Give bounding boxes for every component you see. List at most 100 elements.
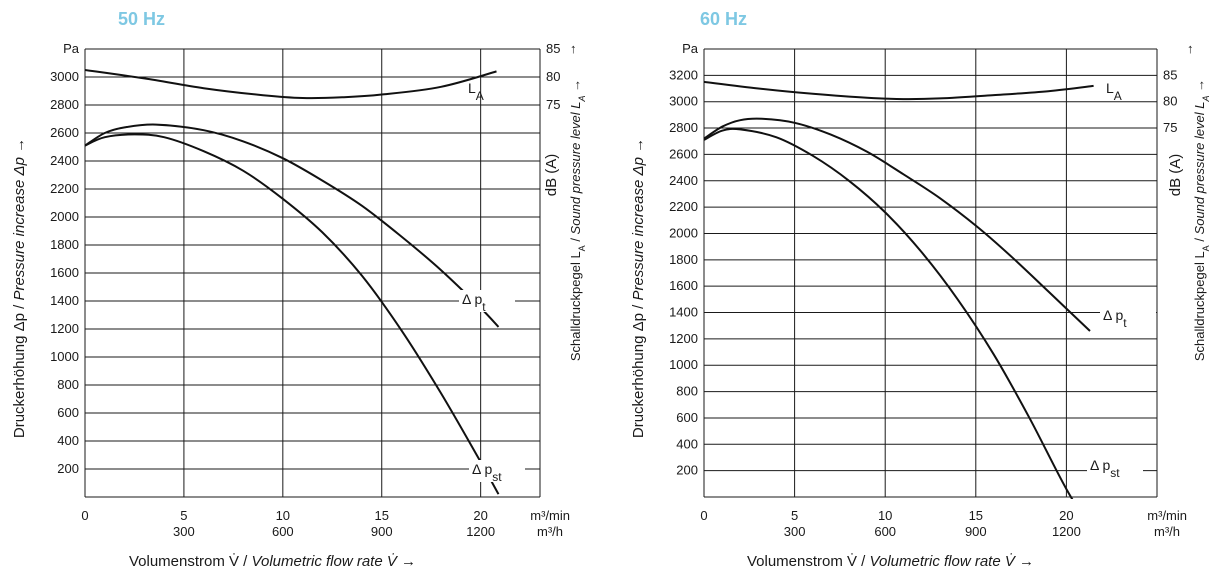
y-tick-label: 1200 [50,321,79,336]
y2-axis-unit: dB (A) [543,154,560,197]
y-tick-label: 1400 [50,293,79,308]
y2-axis-unit: dB (A) [1167,154,1184,197]
series-label-bg [1100,306,1156,328]
chart-title: 50 Hz [118,9,165,29]
y-tick-label: 1800 [50,237,79,252]
y2-axis-title-sub2: A [1201,95,1211,102]
series-label: Δ pst [472,461,502,484]
y-unit-label: Pa [682,41,699,56]
y-tick-label: 200 [676,463,698,478]
y-tick-label: 3000 [50,69,79,84]
x-tick-label: 15 [375,508,389,523]
y-tick-label: 600 [676,410,698,425]
x-axis-title-de: Volumenstrom V̇ / [747,553,870,570]
x-tick-label-h: 1200 [1052,524,1081,539]
series-label-name: L [468,80,476,96]
y-tick-label: 2000 [50,209,79,224]
y2-axis-arrow: → [1192,79,1207,96]
y-tick-label: 1400 [669,305,698,320]
x-axis-title: Volumenstrom V̇ / Volumetric flow rate V… [747,553,1034,570]
y-tick-label: 800 [57,377,79,392]
y-tick-label: 2200 [50,181,79,196]
y-tick-label: 2600 [50,125,79,140]
y-tick-label: 800 [676,384,698,399]
series-line-dpt [704,117,1091,332]
series-label-name: L [1106,80,1114,96]
series-label-bg [469,460,525,482]
y-axis-title: Druckerhöhung Δp / Pressure increase Δp … [11,138,28,438]
y-tick-label: 400 [57,433,79,448]
y2-tick-label: 85 [1163,67,1177,82]
y2-arrow: ↑ [1187,41,1194,56]
y2-tick-label: 75 [1163,120,1177,135]
x-axis-title-en: Volumetric flow rate V̇ → [252,553,417,570]
y2-tick-label: 80 [546,69,560,84]
series-line-dpt [85,123,500,328]
y-tick-label: 200 [57,461,79,476]
series-label: Δ pt [462,291,486,314]
series-label-name: Δ p [472,461,492,477]
series-label-sub: t [1123,316,1127,330]
y2-axis-title-sub: A [577,245,587,251]
y2-axis-title-sub2: A [577,95,587,102]
y-axis-title-de: Druckerhöhung Δp / [630,301,647,439]
y2-axis-title-sep: / [1192,234,1207,245]
series-label-bg [1087,456,1143,478]
series-line-dpst [704,127,1074,499]
series-label-sub: A [476,89,484,103]
y-tick-label: 2800 [50,97,79,112]
x-tick-label: 10 [878,508,892,523]
y2-axis-title-de: Schalldruckpegel L [1192,251,1207,361]
x-tick-label: 20 [1059,508,1073,523]
y-tick-label: 2400 [669,173,698,188]
curves [704,80,1094,499]
y2-tick-label: 85 [546,41,560,56]
x-tick-label-h: 300 [173,524,195,539]
series-label: Δ pst [1090,457,1120,480]
y2-arrow: ↑ [570,41,577,56]
x-tick-label: 10 [276,508,290,523]
y2-axis-title-en: Sound pressure level L [568,101,583,234]
y2-axis-title: Schalldruckpegel LA / Sound pressure lev… [1192,79,1211,361]
series-label-sub: st [492,470,502,484]
y-tick-label: 400 [676,436,698,451]
series-label: Δ pt [1103,307,1127,330]
series-label-sub: A [1114,89,1122,103]
series-label-name: Δ p [462,291,482,307]
x-axis-title-en: Volumetric flow rate V̇ → [870,553,1035,570]
y-tick-label: 1000 [50,349,79,364]
series-label: LA [468,80,484,103]
y-unit-label: Pa [63,41,80,56]
series-label-sub: st [1110,466,1120,480]
y-axis-title-de: Druckerhöhung Δp / [11,301,28,439]
y2-axis-title: Schalldruckpegel LA / Sound pressure lev… [568,79,587,361]
series-line-dpst [85,133,500,495]
y-axis-title-en: Pressure increase Δp → [11,138,28,301]
chart-60hz: 60 Hz20040060080010001200140016001800200… [630,9,1211,570]
y2-tick-label: 80 [1163,94,1177,109]
series-label-bg [459,290,515,312]
chart-50hz: 50 Hz20040060080010001200140016001800200… [11,9,587,570]
y-tick-label: 1000 [669,357,698,372]
y-tick-label: 2400 [50,153,79,168]
y-tick-label: 2000 [669,225,698,240]
x-unit-bottom: m³/h [1154,524,1180,539]
x-tick-label: 5 [791,508,798,523]
series-label-sub: t [482,300,486,314]
series-label: LA [1106,80,1122,103]
x-tick-label-h: 900 [965,524,987,539]
y-tick-label: 1600 [50,265,79,280]
y-tick-label: 1800 [669,252,698,267]
y-tick-label: 2600 [669,146,698,161]
y2-axis-title-sub: A [1201,245,1211,251]
y-tick-label: 2800 [669,120,698,135]
y-tick-label: 3000 [669,94,698,109]
y-axis-title: Druckerhöhung Δp / Pressure increase Δp … [630,138,647,438]
x-unit-top: m³/min [530,508,570,523]
curves [85,69,500,495]
x-tick-label: 0 [81,508,88,523]
x-tick-label-h: 900 [371,524,393,539]
y2-axis-arrow: → [568,79,583,96]
x-tick-label-h: 600 [874,524,896,539]
